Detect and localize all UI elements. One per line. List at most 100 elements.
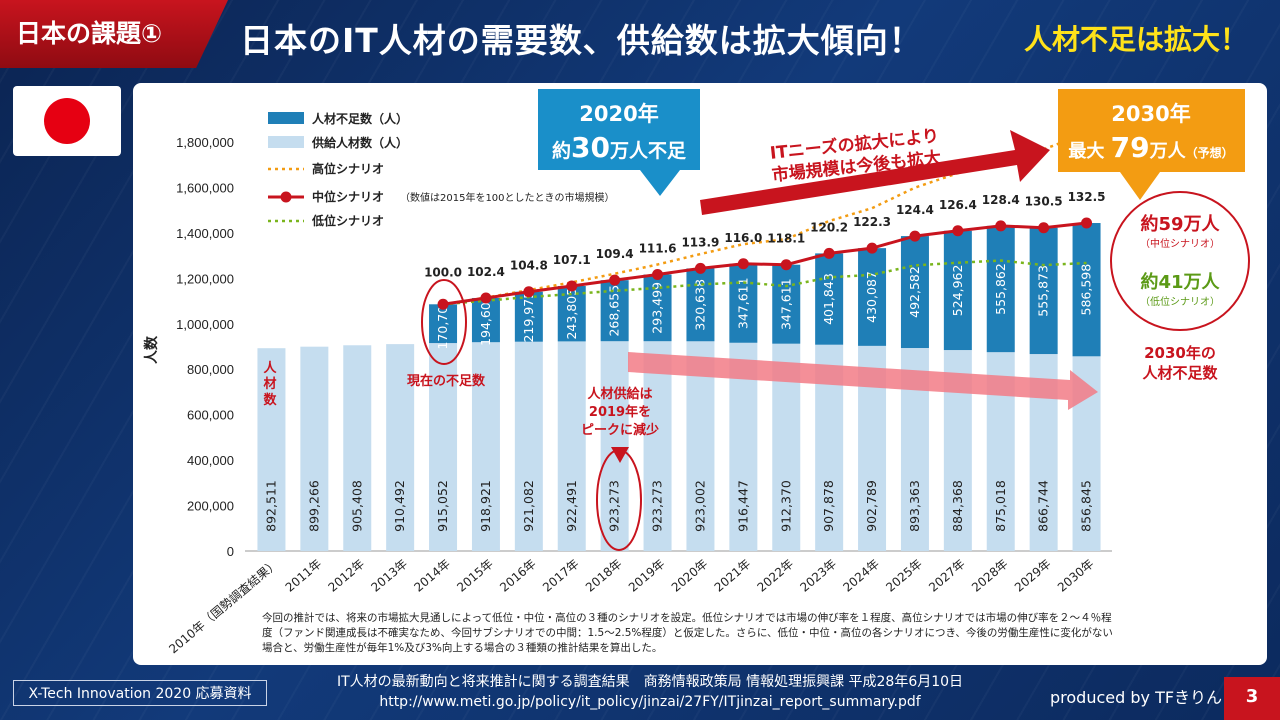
supply-bar: [557, 341, 586, 551]
slide-title-highlight: 人材不足は拡大！: [1024, 23, 1249, 56]
supply-value-label: 922,491: [564, 480, 579, 532]
shortage-bar: [471, 297, 500, 343]
x-tick-label: 2011年: [283, 557, 325, 595]
low-scenario-line: [442, 259, 1087, 306]
legend-swatch-shortage: [268, 112, 304, 124]
supply-bar: [429, 343, 458, 551]
shortage-value-label: 401,843: [821, 273, 836, 325]
slide-title: 日本のIT人材の需要数、供給数は拡大傾向！: [240, 21, 923, 60]
callout-2030-amount-part: 79: [1111, 131, 1150, 164]
mid-scenario-point: [523, 286, 535, 298]
scenario-lines: 100.0 102.4 104.8 107.1 109.4 111.6 113.9 116.0…: [424, 131, 1106, 310]
x-tick-label: 2012年: [326, 557, 368, 595]
scenario-summary-circle: [1110, 191, 1250, 331]
supply-bar: [257, 348, 286, 551]
supply-bar: [471, 342, 500, 551]
y-tick-label: 1,000,000: [176, 317, 234, 332]
current-shortage-circle: [421, 279, 467, 365]
x-tick-label: 2021年: [712, 557, 754, 595]
legend-label-mid-note: （数値は2015年を100としたときの市場規模）: [400, 191, 615, 204]
supply-value-label: 918,921: [478, 480, 493, 532]
mid-scenario-line: [442, 221, 1087, 306]
section-tag: 日本の課題①: [0, 0, 228, 68]
x-tick-label: 2025年: [883, 557, 925, 595]
mid-scenario-point: [566, 280, 578, 292]
shortage-value-label: 268,655: [607, 285, 622, 337]
market-index-label: 124.4: [896, 203, 934, 217]
callout-2030-box: [1058, 89, 1245, 200]
market-index-label: 122.3: [853, 215, 891, 229]
shortage-bar: [772, 264, 801, 344]
market-index-label: 130.5: [1025, 195, 1063, 209]
supply-value-label: 923,273: [650, 480, 665, 532]
callout-2030-amount-part: 最大: [1068, 140, 1110, 162]
y-tick-label: 1,800,000: [176, 135, 234, 150]
supply-value-label: 856,845: [1079, 480, 1094, 532]
market-index-label: 100.0: [424, 265, 462, 279]
mid-scenario-point: [437, 298, 449, 310]
y-tick-label: 1,600,000: [176, 180, 234, 195]
peak-supply-circle: [596, 449, 642, 551]
y-tick-label: 200,000: [187, 499, 234, 514]
supply-peak-label-3: ピークに減少: [581, 422, 659, 438]
shortage-bar: [943, 230, 972, 351]
low-shortage-amount: 約41万人: [1140, 271, 1220, 293]
x-tick-label: 2019年: [626, 557, 668, 595]
supply-bar: [514, 341, 543, 551]
supply-value-label: 915,052: [435, 480, 450, 532]
mid-shortage-amount: 約59万人: [1140, 213, 1220, 235]
x-tick-label: 2024年: [840, 557, 882, 595]
mid-scenario-point: [823, 247, 835, 259]
mid-scenario-point: [480, 292, 492, 304]
mid-scenario-point: [1081, 217, 1093, 229]
legend-label-shortage: 人材不足数（人）: [312, 111, 408, 126]
mid-scenario-point: [909, 230, 921, 242]
shortage-value-label: 586,598: [1079, 264, 1094, 316]
market-index-label: 104.8: [510, 259, 548, 273]
shortage-value-label: 524,962: [950, 265, 965, 317]
supply-bar: [343, 345, 372, 551]
bar-label-2: 材: [263, 376, 276, 392]
shortage-bar: [986, 225, 1015, 353]
source-citation: IT人材の最新動向と将来推計に関する調査結果 商務情報政策局 情報処理振興課 平…: [300, 672, 1000, 712]
x-tick-label: 2017年: [540, 557, 582, 595]
y-tick-label: 600,000: [187, 408, 234, 423]
decline-arrow-icon: [628, 352, 1098, 410]
bar-label-1: 人: [263, 360, 277, 376]
supply-value-label: 916,447: [735, 480, 750, 532]
mid-scenario-point: [1038, 222, 1050, 234]
x-tick-label: 2020年: [669, 557, 711, 595]
y-tick-label: 400,000: [187, 453, 234, 468]
supply-value-label: 899,266: [306, 480, 321, 532]
shortage-value-label: 347,611: [778, 278, 793, 330]
shortage-bar: [643, 274, 672, 342]
supply-value-label: 893,363: [907, 480, 922, 532]
supply-value-label: 923,002: [692, 480, 707, 532]
current-shortage-label: 現在の不足数: [407, 373, 486, 389]
y-tick-label: 0: [227, 544, 234, 559]
callout-2020-amount-part: 万人不足: [609, 140, 687, 162]
callout-2020-box: [538, 89, 700, 196]
market-index-label: 120.2: [810, 220, 848, 234]
shortage-value-label: 243,805: [564, 288, 579, 340]
shortage-value-label: 194,608: [478, 294, 493, 346]
supply-value-label: 907,878: [821, 480, 836, 532]
callout-2020-amount-part: 30: [571, 131, 610, 164]
y-axis-title: 人数: [143, 335, 160, 364]
supply-value-label: 921,082: [521, 480, 536, 532]
mid-scenario-point: [737, 258, 749, 270]
shortage-value-label: 555,862: [993, 263, 1008, 315]
supply-value-label: 892,511: [263, 480, 278, 532]
japan-flag-icon: [13, 86, 121, 156]
supply-value-label: 905,408: [349, 480, 364, 532]
shortage-value-label: 320,638: [692, 279, 707, 331]
producer-credit: produced by TFきりん: [1050, 688, 1223, 707]
shortage-bar: [858, 248, 887, 346]
market-index-label: 132.5: [1068, 190, 1106, 204]
supply-bar: [600, 341, 629, 551]
x-tick-label: 2029年: [1012, 557, 1054, 595]
y-tick-label: 1,400,000: [176, 226, 234, 241]
supply-value-label: 875,018: [993, 480, 1008, 532]
